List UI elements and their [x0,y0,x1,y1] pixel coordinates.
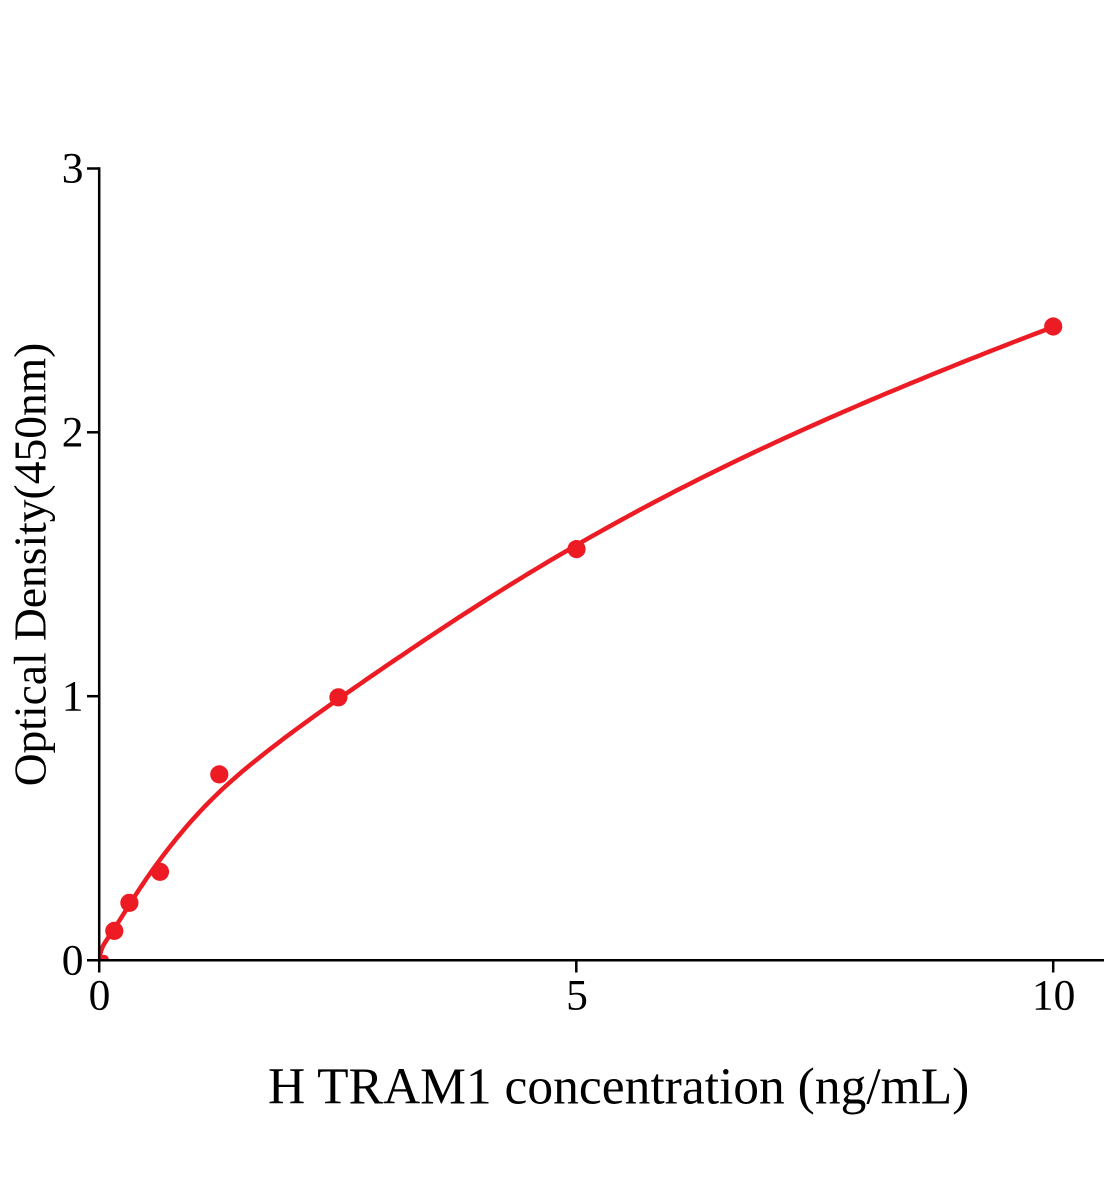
svg-text:5: 5 [566,971,588,1019]
svg-text:0: 0 [89,971,111,1019]
svg-text:10: 10 [1032,971,1076,1019]
svg-text:1: 1 [62,672,84,720]
svg-text:0: 0 [62,936,84,984]
svg-text:H TRAM1 concentration (ng/mL): H TRAM1 concentration (ng/mL) [268,1059,969,1116]
svg-text:3: 3 [62,145,84,193]
svg-text:2: 2 [62,409,84,457]
svg-text:Optical Density(450nm): Optical Density(450nm) [5,343,56,787]
